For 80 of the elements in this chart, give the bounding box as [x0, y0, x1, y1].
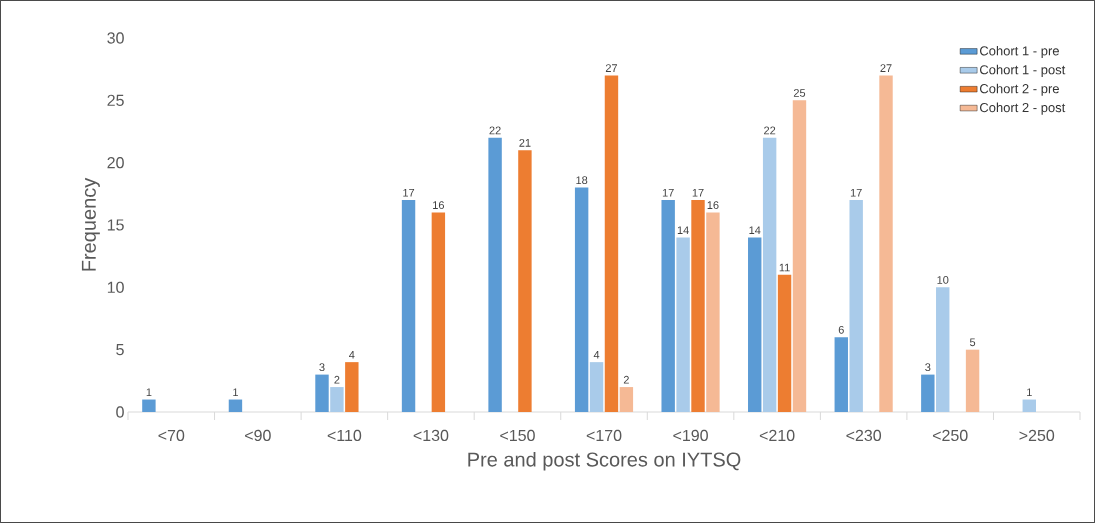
bar	[315, 374, 329, 412]
bar	[706, 212, 720, 412]
legend-label: Cohort 2 - post	[979, 102, 1066, 115]
x-tick-label: <110	[327, 429, 362, 442]
data-label: 1	[233, 388, 238, 397]
x-tick-label: <230	[846, 429, 882, 442]
data-label: 17	[692, 188, 704, 197]
y-tick-label: 5	[116, 344, 124, 356]
data-label: 14	[749, 226, 761, 234]
data-label: 5	[969, 338, 976, 347]
x-tick-label: <170	[586, 429, 622, 442]
bar	[431, 212, 446, 412]
x-tick-label: <130	[413, 429, 449, 442]
bar	[604, 75, 619, 412]
data-label: 16	[707, 201, 719, 210]
x-tick-label: <90	[245, 429, 271, 442]
bar	[1022, 399, 1036, 412]
bar	[228, 399, 243, 412]
data-label: 17	[403, 188, 415, 197]
bar	[488, 137, 502, 412]
bar	[345, 362, 359, 412]
data-label: 4	[593, 351, 600, 359]
data-label: 4	[349, 351, 355, 359]
bar	[518, 150, 532, 412]
y-tick-label: 10	[107, 281, 124, 293]
legend-label: Cohort 1 - post	[979, 64, 1066, 77]
data-label: 22	[764, 126, 776, 135]
bar	[921, 374, 935, 412]
data-label: 11	[779, 263, 790, 272]
data-label: 16	[433, 201, 445, 210]
bar	[936, 287, 950, 412]
bar	[676, 237, 690, 412]
y-tick-label: 20	[107, 157, 124, 169]
data-label: 14	[677, 226, 689, 234]
bar	[619, 387, 634, 412]
bar	[777, 274, 792, 412]
bar	[965, 349, 980, 412]
data-label: 10	[937, 276, 949, 284]
data-label: 2	[623, 375, 629, 384]
data-label: 27	[880, 64, 892, 72]
bar	[401, 200, 416, 412]
bar	[574, 187, 589, 412]
data-label: 25	[793, 89, 806, 97]
data-label: 1	[146, 388, 152, 397]
x-tick-label: <250	[932, 429, 968, 442]
data-label: 17	[850, 188, 862, 197]
x-tick-label: <210	[759, 429, 795, 442]
y-tick-label: 15	[107, 219, 124, 231]
bar	[661, 200, 675, 412]
bar	[748, 237, 762, 412]
x-tick-label: <150	[500, 429, 535, 442]
bar	[879, 75, 893, 412]
bar	[762, 137, 777, 412]
data-label: 22	[489, 126, 501, 135]
x-tick-label: <70	[158, 429, 185, 442]
legend-label: Cohort 1 - pre	[979, 45, 1059, 59]
y-tick-label: 30	[107, 32, 124, 44]
y-tick-label: 0	[116, 406, 124, 418]
bar	[142, 399, 156, 412]
data-label: 1	[1027, 388, 1032, 397]
bar	[849, 200, 863, 412]
data-label: 3	[925, 363, 931, 372]
data-label: 21	[519, 138, 531, 147]
data-label: 3	[319, 363, 325, 372]
y-tick-label: 25	[107, 94, 124, 106]
x-tick-label: >250	[1019, 429, 1055, 442]
data-label: 2	[334, 375, 340, 384]
x-tick-label: <190	[673, 429, 708, 442]
x-axis-title: Pre and post Scores on IYTSQ	[468, 451, 741, 471]
bar	[589, 362, 604, 412]
data-label: 17	[662, 188, 674, 197]
bar	[834, 337, 848, 412]
bar	[691, 200, 705, 412]
data-label: 6	[838, 325, 844, 334]
data-label: 18	[576, 176, 588, 185]
bar	[792, 100, 807, 412]
legend-label: Cohort 2 - pre	[979, 83, 1059, 96]
bar	[330, 387, 344, 412]
y-axis-title: Frequency	[81, 177, 100, 271]
data-label: 27	[605, 64, 618, 72]
